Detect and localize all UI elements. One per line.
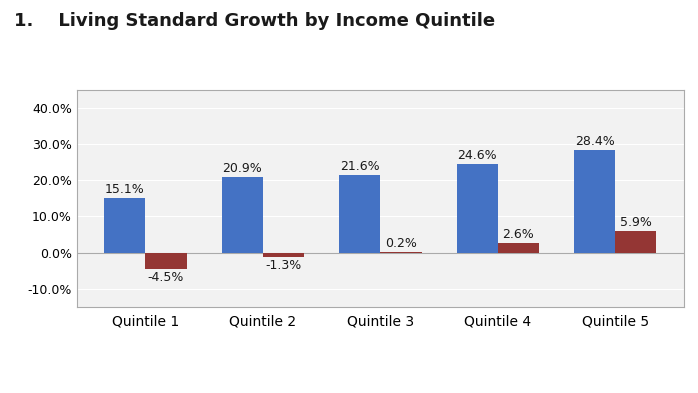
Text: 20.9%: 20.9% [223,162,262,175]
Bar [339,174,380,252]
Text: 21.6%: 21.6% [340,160,380,173]
Bar [616,231,656,252]
Text: 24.6%: 24.6% [457,149,497,162]
Bar [105,198,145,252]
Text: 0.2%: 0.2% [385,237,417,250]
Text: 15.1%: 15.1% [105,183,144,196]
Bar [456,164,498,252]
Text: -1.3%: -1.3% [265,259,302,272]
Text: 5.9%: 5.9% [620,216,652,229]
Text: 2.6%: 2.6% [503,228,534,241]
Text: -4.5%: -4.5% [148,271,184,284]
Bar [222,177,263,252]
Text: 28.4%: 28.4% [575,135,615,148]
Bar [263,252,304,257]
Bar [145,252,186,269]
Text: 1.    Living Standard Growth by Income Quintile: 1. Living Standard Growth by Income Quin… [14,12,495,30]
Legend: 2004-2014 Growth, 2014-2024 Growth: 2004-2014 Growth, 2014-2024 Growth [221,389,540,393]
Bar [498,243,539,252]
Bar [574,150,616,252]
